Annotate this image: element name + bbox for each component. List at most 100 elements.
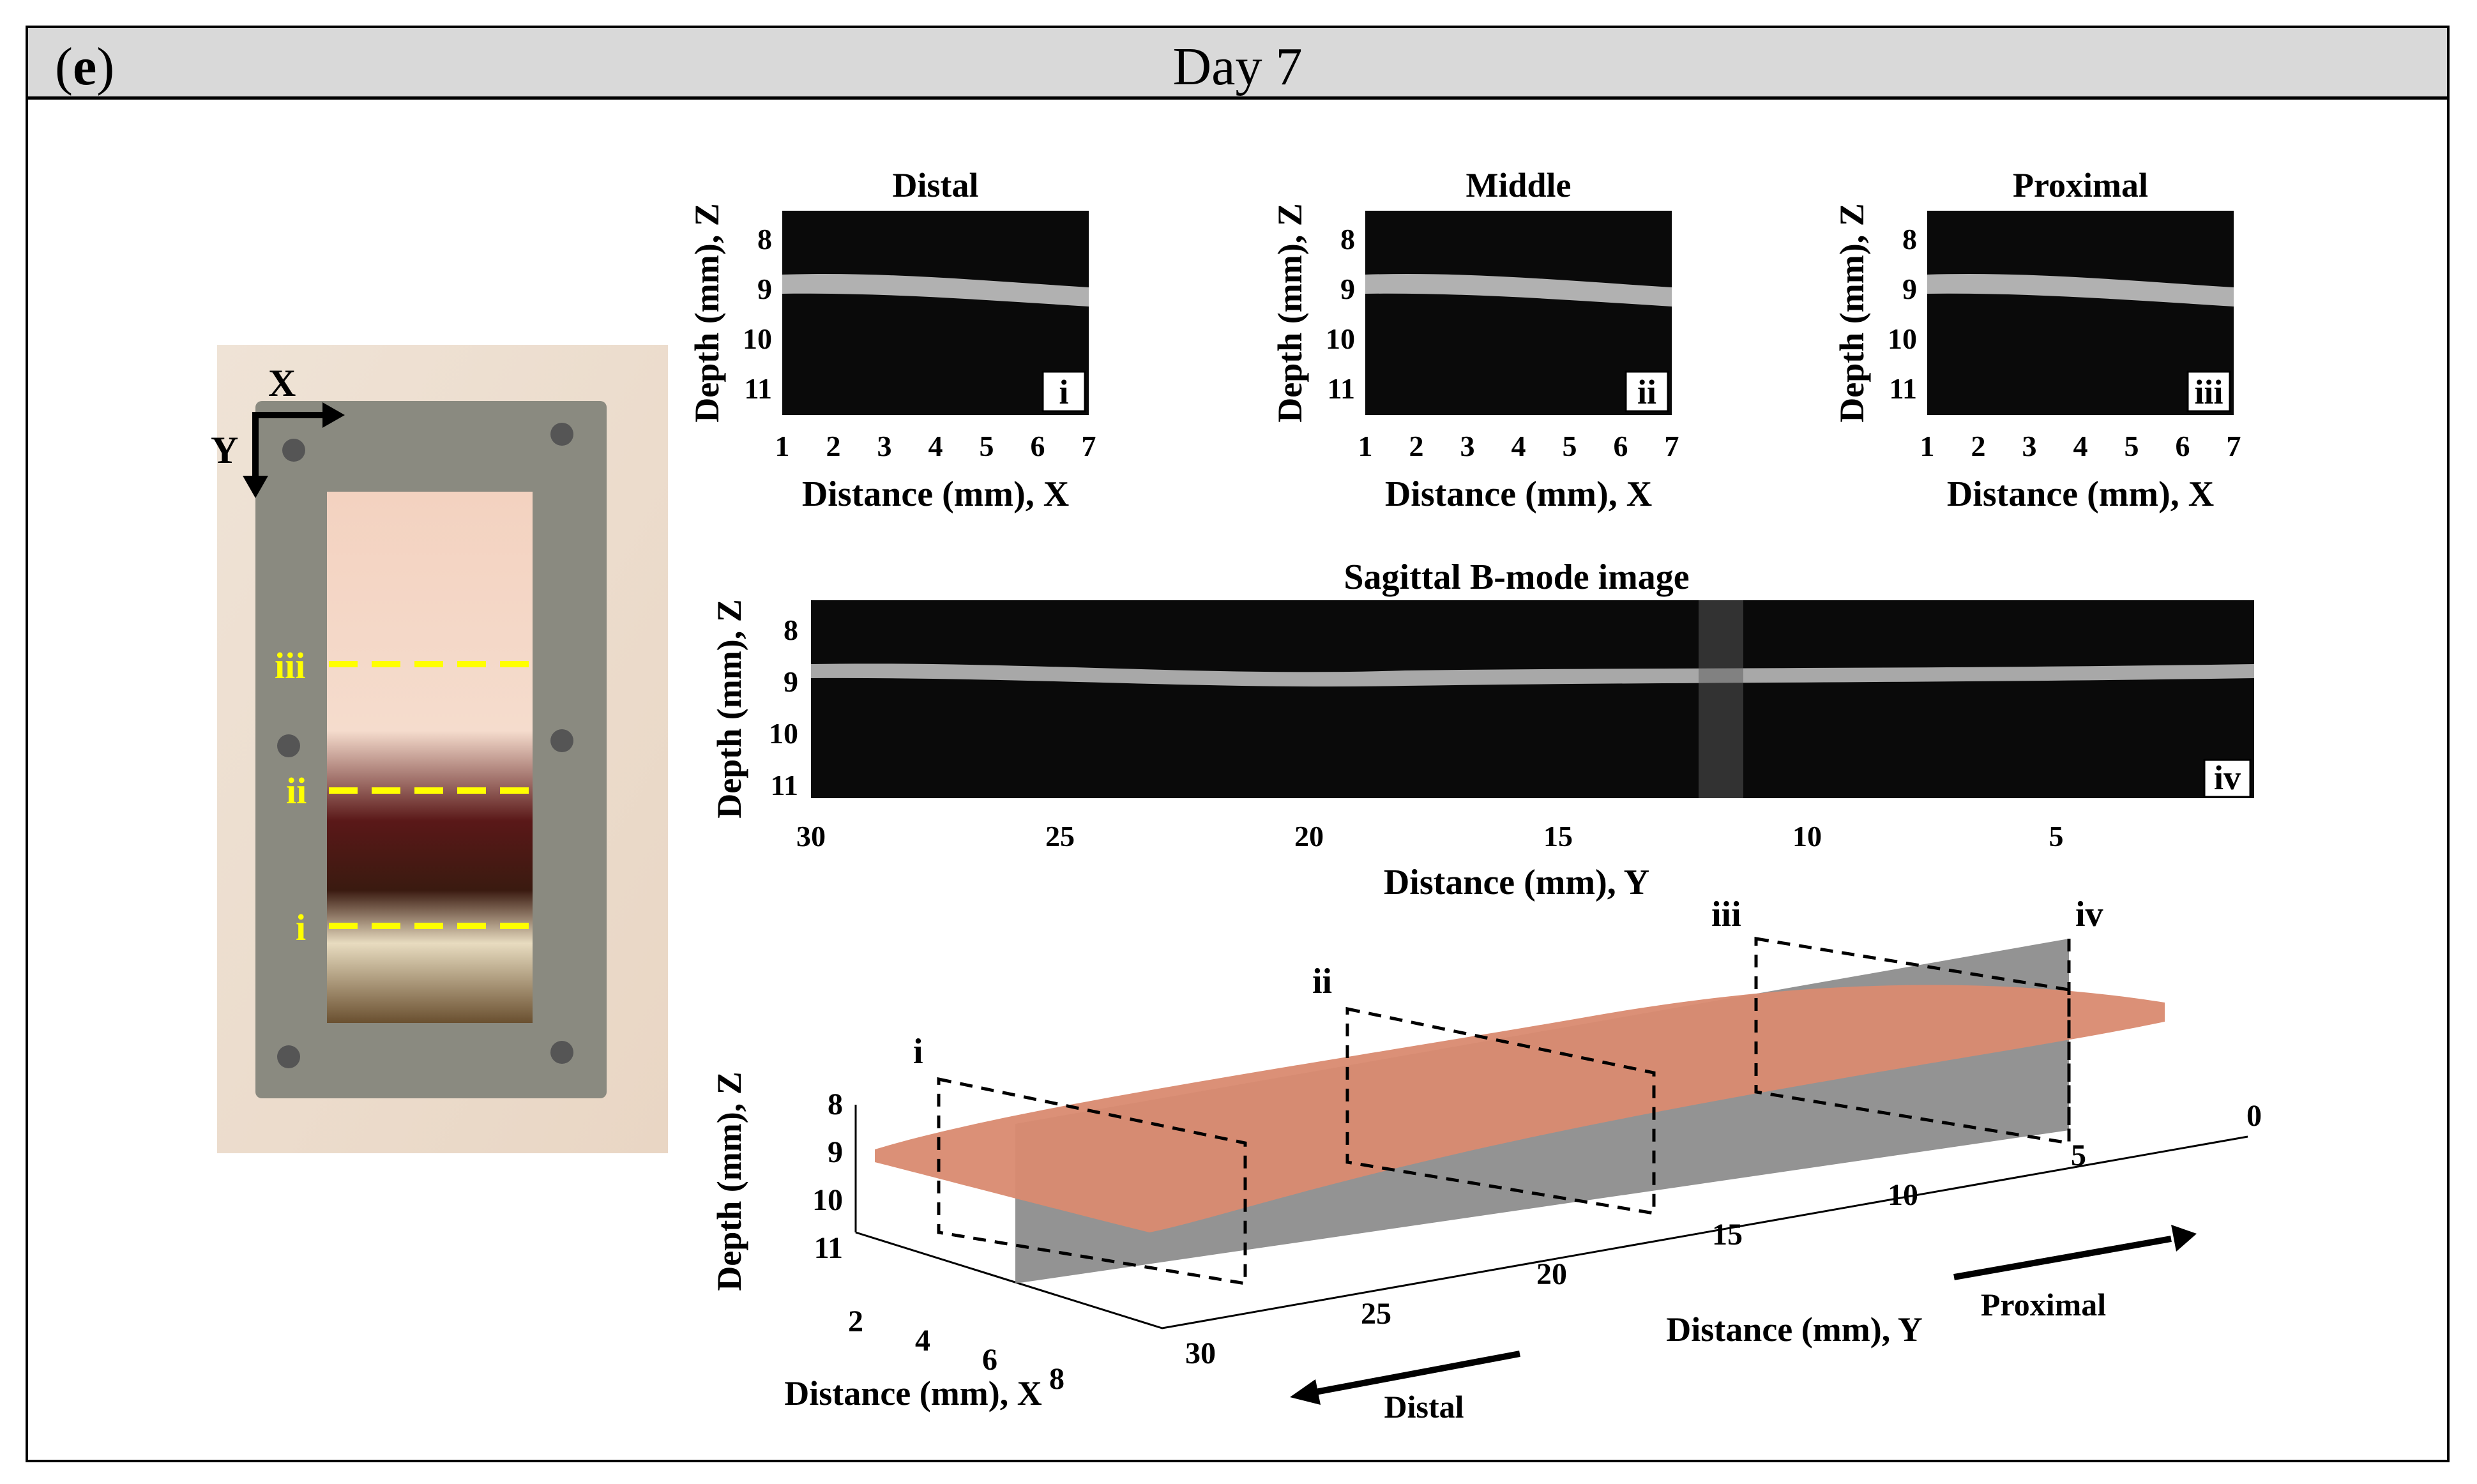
sagittal-ytick: 11: [771, 769, 798, 801]
bmode-xlabel: Distance (mm), X: [1385, 474, 1652, 514]
render-ytick: 25: [1361, 1297, 1391, 1331]
render-ytick: 0: [2246, 1099, 2262, 1133]
render-ytick: 10: [1888, 1178, 1918, 1212]
bmode-ylabel: Depth (mm), Z: [688, 203, 726, 422]
bmode-xtick: 3: [1460, 430, 1475, 462]
axis-x-label: X: [268, 362, 296, 404]
bmode-xtick: 5: [2125, 430, 2139, 462]
plane-labels: i ii iii iv: [913, 895, 2103, 1071]
bmode-tissue-layer: [1927, 274, 2234, 307]
bmode-xtick: 5: [980, 430, 994, 462]
bmode-ytick: 10: [1326, 322, 1355, 355]
render-ztick: 10: [812, 1183, 843, 1217]
section-lines: [329, 661, 536, 929]
sagittal-tag-box: [2203, 759, 2252, 798]
bmode-title: Middle: [1466, 166, 1571, 204]
bmode-tag: ii: [1637, 373, 1656, 411]
render-xtick: 2: [848, 1305, 863, 1338]
sagittal-ylabel: Depth (mm), Z: [710, 599, 748, 818]
sagittal-artifact: [1699, 600, 1743, 798]
bmode-tissue-layer: [782, 274, 1089, 307]
arrow-proximal-label: Proximal: [1981, 1287, 2106, 1322]
render-ytick: 20: [1536, 1257, 1567, 1291]
bmode-xtick: 4: [2073, 430, 2088, 462]
bmode-ytick: 11: [1328, 372, 1355, 405]
sagittal-ytick: 10: [769, 717, 798, 750]
render-axes: [855, 1135, 2248, 1329]
bmode-tissue-layer: [1365, 274, 1672, 307]
bmode-tag-box: [2186, 370, 2231, 413]
render-xtick: 4: [915, 1324, 930, 1358]
sagittal-title: Sagittal B-mode image: [1344, 557, 1689, 597]
section-planes: [937, 937, 2071, 1285]
bmode-ytick: 10: [743, 322, 772, 355]
sagittal-xtick: 20: [1294, 820, 1324, 852]
bmode-xtick: 2: [1409, 430, 1424, 462]
sagittal-xtick: 25: [1045, 820, 1075, 852]
y-arrowhead: [243, 476, 268, 498]
day-title: Day 7: [1172, 37, 1303, 96]
section-label-iii: iii: [275, 645, 305, 686]
wound-photo: X Y iii ii i: [211, 345, 668, 1153]
bmode-title: Distal: [893, 166, 979, 204]
bmode-tag-box: [1625, 370, 1669, 413]
bmode-image: [1365, 211, 1672, 415]
tissue-surface: [875, 985, 2165, 1232]
bmode-tag: iii: [2194, 373, 2223, 411]
render-ztick: 9: [828, 1135, 843, 1169]
panel-letter: e: [72, 37, 97, 96]
bmode-ytick: 9: [1902, 273, 1917, 305]
proximal-arrowhead: [2171, 1225, 2197, 1252]
x-arrowhead: [322, 402, 345, 428]
bmode-panel-3: Proximal iii 8 9 10 111 2 3 4 5 6 7 Depth (mm), Z Dis…: [1833, 166, 2241, 514]
wound-window: [327, 492, 533, 1023]
render-ytick: 15: [1712, 1218, 1743, 1252]
bmode-ytick: 8: [1902, 223, 1917, 255]
plane-label-ii: ii: [1312, 962, 1332, 1001]
render-ytick: 5: [2071, 1139, 2086, 1172]
direction-arrows: Distal Proximal: [1290, 1225, 2197, 1425]
sagittal-ytick: 8: [784, 614, 798, 646]
plane-label-iv: iv: [2075, 895, 2103, 934]
render-3d: i ii iii iv 8 9 10 11 Depth (mm), Z 2 4 6 8 Di…: [710, 895, 2262, 1425]
bmode-tag: i: [1059, 373, 1068, 411]
plane-i: [937, 1077, 1247, 1285]
sagittal-y-ticks: 8 9 10 11: [769, 614, 798, 801]
distal-arrowhead: [1290, 1379, 1321, 1405]
bmode-image: [1927, 211, 2234, 415]
bmode-xtick: 2: [826, 430, 841, 462]
bmode-xtick: 1: [1358, 430, 1373, 462]
bmode-xtick: 6: [2176, 430, 2190, 462]
sagittal-tag: iv: [2214, 759, 2241, 797]
bmode-xtick: 1: [775, 430, 790, 462]
sagittal-bmode: Sagittal B-mode image iv 8 9 10 11 30 25 20 15…: [710, 557, 2254, 902]
section-labels: iii ii i: [275, 645, 307, 948]
bmode-ytick: 11: [1890, 372, 1917, 405]
bmode-ylabel: Depth (mm), Z: [1271, 203, 1309, 422]
sagittal-x-ticks: 30 25 20 15 10 5: [796, 820, 2064, 852]
bmode-xtick: 6: [1031, 430, 1045, 462]
plane-label-iii: iii: [1711, 895, 1741, 934]
bmode-tag-box: [1042, 370, 1086, 413]
sagittal-xlabel: Distance (mm), Y: [1384, 863, 1649, 902]
sagittal-xtick: 15: [1543, 820, 1573, 852]
bmode-ytick: 10: [1888, 322, 1917, 355]
sagittal-xtick: 30: [796, 820, 826, 852]
sagittal-xtick: 5: [2049, 820, 2064, 852]
bmode-xtick: 7: [2227, 430, 2241, 462]
render-zlabel: Depth (mm), Z: [710, 1071, 748, 1291]
render-x-ticks: 2 4 6 8: [848, 1305, 1064, 1396]
proximal-arrow: [1953, 1236, 2172, 1280]
arrow-distal-label: Distal: [1384, 1389, 1464, 1425]
axis-y-label: Y: [211, 429, 238, 471]
bmode-xtick: 1: [1920, 430, 1935, 462]
bmode-xtick: 7: [1082, 430, 1096, 462]
bmode-ytick: 8: [1340, 223, 1355, 255]
bmode-xtick: 4: [1511, 430, 1526, 462]
render-ztick: 8: [828, 1087, 843, 1121]
bmode-xtick: 4: [928, 430, 943, 462]
panel-header: (e) Day 7: [26, 26, 2450, 100]
render-xtick: 8: [1049, 1362, 1064, 1396]
